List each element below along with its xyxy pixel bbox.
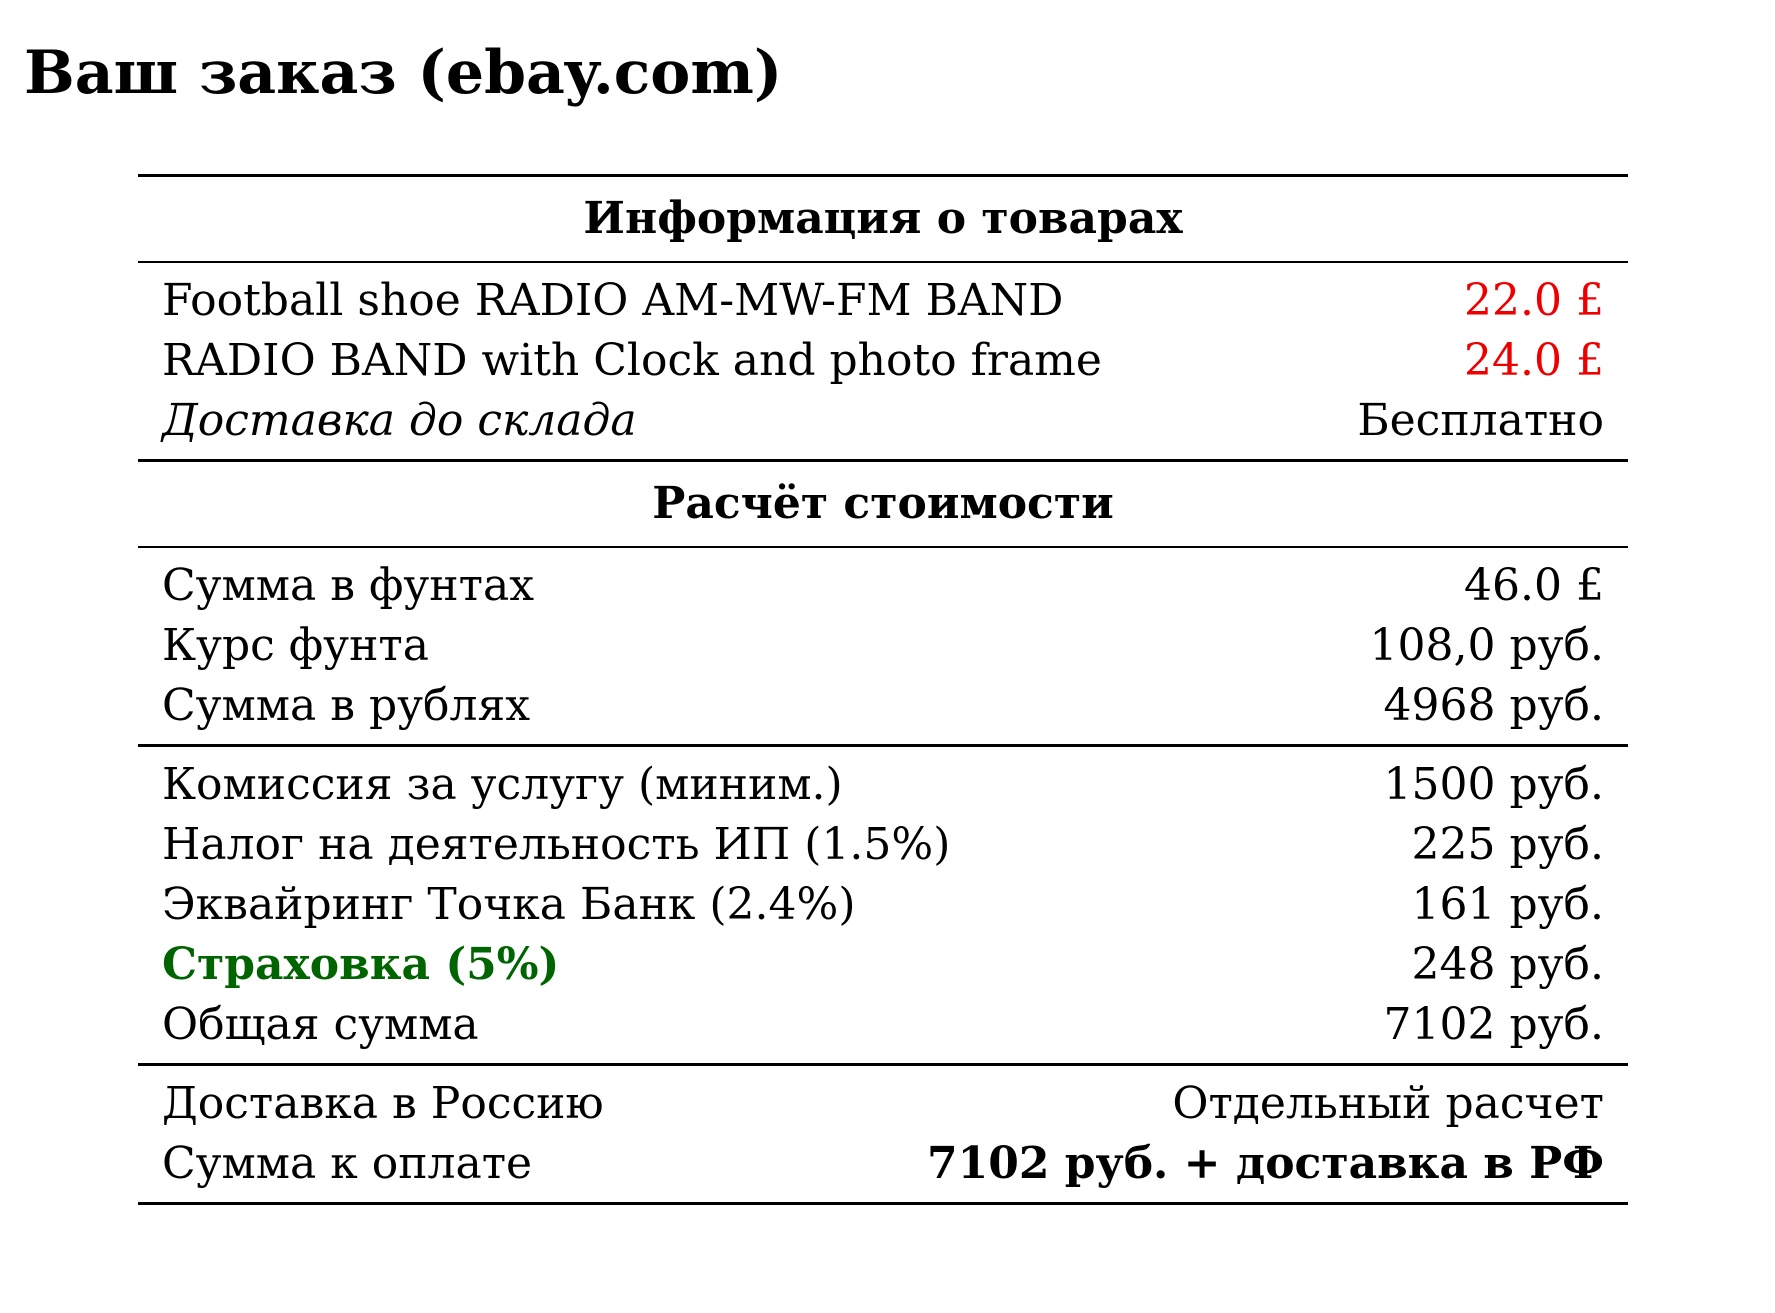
- total-label: Общая сумма: [162, 999, 479, 1050]
- tax-row: Налог на деятельность ИП (1.5%) 225 руб.: [138, 815, 1628, 875]
- amount-due-value: 7102 руб. + доставка в РФ: [926, 1138, 1604, 1189]
- page-title: Ваш заказ (ebay.com): [24, 38, 783, 108]
- insurance-value: 248 руб.: [1411, 939, 1605, 990]
- order-summary-table: Информация о товарах Football shoe RADIO…: [138, 174, 1628, 1205]
- warehouse-delivery-value: Бесплатно: [1357, 395, 1604, 446]
- insurance-row: Страховка (5%) 248 руб.: [138, 935, 1628, 995]
- exchange-rate-row: Курс фунта 108,0 руб.: [138, 616, 1628, 676]
- fees-group: Комиссия за услугу (миним.) 1500 руб. На…: [138, 744, 1628, 1063]
- russia-delivery-value: Отдельный расчет: [1172, 1078, 1604, 1129]
- cost-section-heading: Расчёт стоимости: [138, 462, 1628, 548]
- warehouse-delivery-row: Доставка до склада Бесплатно: [138, 391, 1628, 451]
- item-name: RADIO BAND with Clock and photo frame: [162, 335, 1102, 386]
- sum-rub-row: Сумма в рублях 4968 руб.: [138, 676, 1628, 736]
- warehouse-delivery-label: Доставка до склада: [162, 395, 637, 446]
- russia-delivery-label: Доставка в Россию: [162, 1078, 604, 1129]
- conversion-group: Сумма в фунтах 46.0 £ Курс фунта 108,0 р…: [138, 548, 1628, 744]
- service-fee-label: Комиссия за услугу (миним.): [162, 759, 843, 810]
- service-fee-value: 1500 руб.: [1383, 759, 1605, 810]
- items-section-heading: Информация о товарах: [138, 177, 1628, 263]
- item-name: Football shoe RADIO AM-MW-FM BAND: [162, 275, 1064, 326]
- tax-value: 225 руб.: [1411, 819, 1605, 870]
- item-price: 22.0 £: [1464, 275, 1604, 326]
- acquiring-label: Эквайринг Точка Банк (2.4%): [162, 879, 856, 930]
- sum-gbp-value: 46.0 £: [1464, 560, 1604, 611]
- total-row: Общая сумма 7102 руб.: [138, 995, 1628, 1055]
- total-value: 7102 руб.: [1383, 999, 1605, 1050]
- sum-gbp-label: Сумма в фунтах: [162, 560, 535, 611]
- sum-rub-label: Сумма в рублях: [162, 680, 531, 731]
- sum-gbp-row: Сумма в фунтах 46.0 £: [138, 556, 1628, 616]
- amount-due-label: Сумма к оплате: [162, 1138, 533, 1189]
- service-fee-row: Комиссия за услугу (миним.) 1500 руб.: [138, 755, 1628, 815]
- exchange-rate-label: Курс фунта: [162, 620, 429, 671]
- acquiring-row: Эквайринг Точка Банк (2.4%) 161 руб.: [138, 875, 1628, 935]
- amount-due-row: Сумма к оплате 7102 руб. + доставка в РФ: [138, 1134, 1628, 1194]
- items-group: Football shoe RADIO AM-MW-FM BAND 22.0 £…: [138, 263, 1628, 462]
- insurance-label: Страховка (5%): [162, 939, 560, 990]
- item-row: Football shoe RADIO AM-MW-FM BAND 22.0 £: [138, 271, 1628, 331]
- item-row: RADIO BAND with Clock and photo frame 24…: [138, 331, 1628, 391]
- tax-label: Налог на деятельность ИП (1.5%): [162, 819, 951, 870]
- item-price: 24.0 £: [1464, 335, 1604, 386]
- final-group: Доставка в Россию Отдельный расчет Сумма…: [138, 1063, 1628, 1202]
- russia-delivery-row: Доставка в Россию Отдельный расчет: [138, 1074, 1628, 1134]
- sum-rub-value: 4968 руб.: [1383, 680, 1605, 731]
- acquiring-value: 161 руб.: [1411, 879, 1605, 930]
- exchange-rate-value: 108,0 руб.: [1369, 620, 1604, 671]
